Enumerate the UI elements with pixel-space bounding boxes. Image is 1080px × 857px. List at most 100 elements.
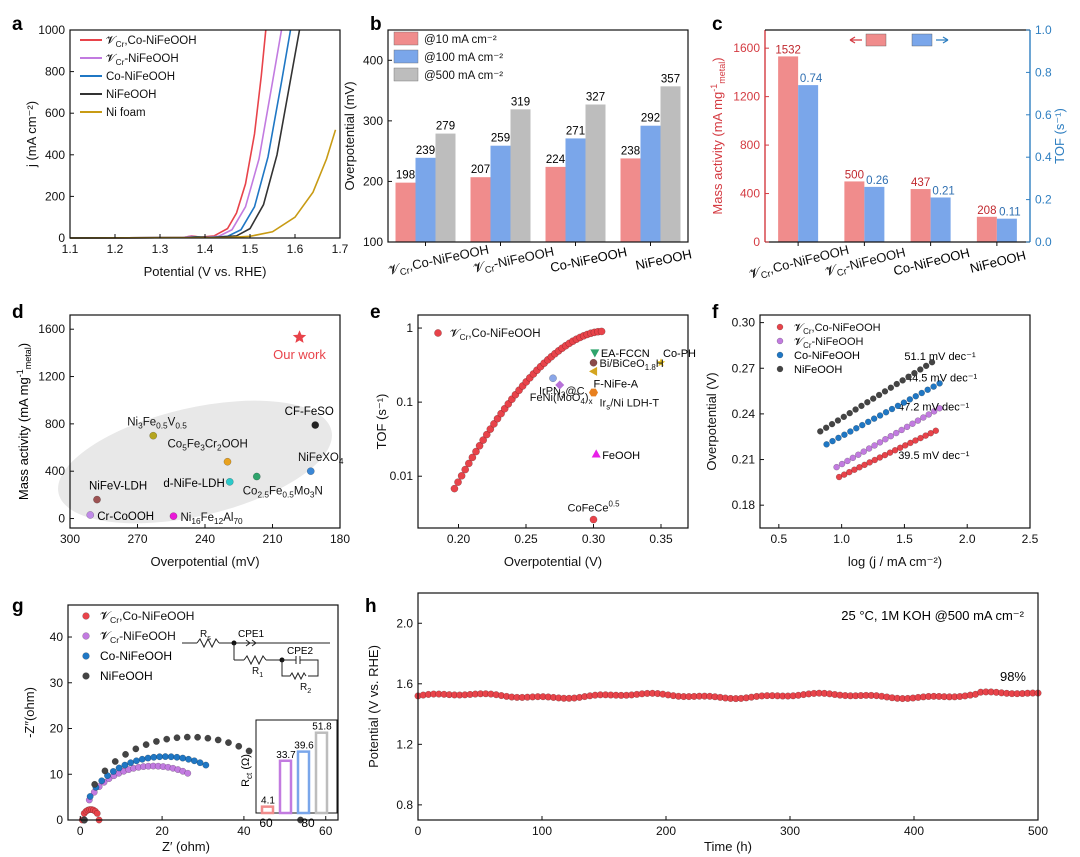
bar-value-label: 224: [546, 154, 566, 166]
point-label: Ni3Fe0.5V0.5: [127, 417, 187, 431]
data-point: [656, 358, 666, 367]
y-tick-label: 1600: [733, 41, 760, 55]
bar-tof: [798, 85, 819, 243]
x-tick-label: 300: [780, 824, 800, 838]
data-point: [840, 471, 848, 478]
x-tick-label: 270: [127, 532, 147, 546]
x-tick-label: 200: [656, 824, 676, 838]
data-point: [549, 374, 557, 383]
x-tick-label: 0.20: [447, 532, 471, 546]
data-point: [204, 734, 212, 742]
y-tick-label: 100: [363, 235, 383, 249]
legend-marker: [82, 672, 90, 680]
data-point: [132, 757, 140, 765]
legend-label: 𝓥Cr,Co-NiFeOOH: [794, 322, 881, 336]
data-point: [482, 430, 491, 439]
data-point: [822, 424, 830, 431]
plot-frame: [387, 29, 689, 243]
data-point: [907, 439, 914, 447]
y2-tick-label: 0.6: [1035, 108, 1052, 122]
x-tick-label-group: Co-NiFeOOH: [549, 244, 628, 275]
bar-value-label: 208: [977, 205, 996, 217]
y-tick-label: 300: [363, 114, 383, 128]
data-point: [597, 327, 606, 336]
inset-bar: [296, 750, 311, 815]
bar: [545, 166, 566, 242]
data-point: [930, 408, 938, 415]
y-tick-label: 0.21: [732, 453, 756, 467]
legend-label: 𝓥Cr,Co-NiFeOOH: [106, 35, 197, 49]
data-point: [823, 441, 830, 448]
bar: [620, 158, 641, 242]
data-point: [479, 436, 488, 444]
plot-frame: [417, 314, 689, 529]
bar-value-label: 207: [471, 164, 490, 176]
legend-swatch-mass-activity: [865, 33, 887, 47]
data-point: [457, 471, 466, 480]
legend-marker: [82, 612, 90, 620]
data-point: [828, 420, 836, 428]
data-point: [903, 423, 911, 431]
legend-label: @100 mA cm⁻²: [424, 52, 503, 64]
legend-label: @10 mA cm⁻²: [424, 34, 497, 46]
inset-bar: [260, 805, 275, 815]
x-tick-label: 0: [415, 824, 422, 838]
data-point: [866, 459, 873, 466]
data-point: [111, 758, 119, 765]
x-tick-label: NiFeOOH: [634, 246, 693, 273]
legend-label: 𝓥Cr,Co-NiFeOOH: [450, 328, 541, 342]
data-point: [887, 384, 895, 391]
data-point: [245, 747, 253, 755]
x-tick-label: 0.25: [514, 532, 538, 546]
legend-marker: [776, 323, 784, 331]
data-point: [589, 388, 598, 397]
plot-frame: [759, 314, 1031, 529]
bar-value-label: 1532: [775, 44, 801, 56]
y-tick-label: 400: [363, 53, 383, 67]
y-tick-label: 400: [45, 148, 65, 162]
data-point: [472, 447, 480, 456]
y-tick-label: 0.18: [732, 498, 756, 512]
x-tick-label-group: NiFeOOH: [968, 247, 1027, 275]
resistor-r1-icon: [243, 654, 267, 666]
data-point: [196, 759, 204, 767]
x-tick-label: 0.30: [582, 532, 606, 546]
data-point: [887, 432, 895, 440]
data-point: [896, 444, 904, 452]
point-label: F-NiFe-A: [594, 378, 639, 390]
data-point: [888, 405, 896, 413]
panel-e-tof-scatter: EA-FCCN Co-PHBi/BiCeO1.8HF-NiFe-AIrPN3@CF…: [374, 314, 696, 569]
y-tick-label: 0.27: [732, 361, 756, 375]
data-point: [169, 512, 178, 521]
y-tick-label: 800: [45, 65, 65, 79]
x-tick-label-group: 𝓥Cr,Co-NiFeOOH: [748, 242, 851, 281]
legend-marker: [82, 632, 90, 640]
legend-label: 𝓥Cr,Co-NiFeOOH: [100, 609, 194, 625]
inset-bar-label: 4.1: [261, 796, 275, 807]
data-point: [927, 429, 934, 437]
data-point: [860, 448, 867, 455]
y-tick-label: 40: [50, 630, 64, 644]
data-point: [109, 767, 117, 775]
y-axis-label: Overpotential (V): [704, 372, 719, 470]
x-tick-label: 1.6: [287, 242, 304, 256]
data-point: [93, 495, 101, 504]
data-point: [835, 434, 842, 442]
data-point: [150, 753, 158, 761]
slope-label: 47.2 mV dec⁻¹: [898, 401, 970, 413]
bar: [470, 177, 491, 242]
legend-marker: [434, 329, 442, 337]
data-point: [122, 750, 129, 758]
data-point: [909, 420, 916, 428]
data-point: [875, 391, 883, 399]
y-axis-label: Mass activity (mA mg-1metal): [15, 343, 33, 500]
point-label: FeNi(MoO4)x: [530, 392, 593, 406]
bar-value-label: 327: [586, 92, 605, 104]
panel-letter-a: a: [12, 14, 23, 35]
data-point: [311, 421, 320, 429]
x-tick-label: 1.7: [332, 242, 349, 256]
resistor-rs-icon: [196, 637, 220, 649]
data-point: [917, 366, 924, 373]
